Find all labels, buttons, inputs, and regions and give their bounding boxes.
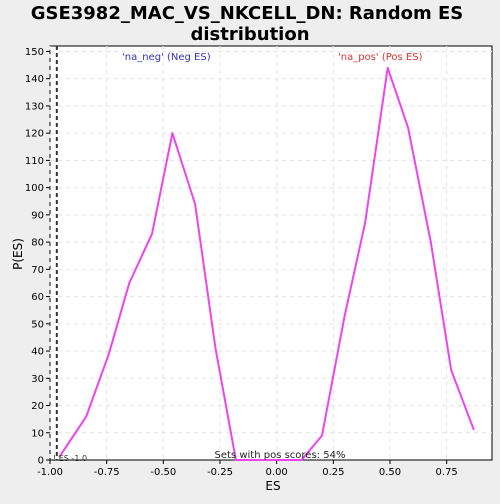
chart-title-line-2: distribution xyxy=(190,24,309,45)
pos-es-label: 'na_pos' (Pos ES) xyxy=(338,52,423,63)
y-tick-label: 150 xyxy=(25,47,44,58)
y-tick-label: 0 xyxy=(38,456,44,467)
x-axis-label: ES xyxy=(265,479,280,493)
x-tick-label: -0.75 xyxy=(94,467,120,478)
series-group xyxy=(58,66,475,461)
x-tick-label: 0.00 xyxy=(266,467,288,478)
y-tick-label: 80 xyxy=(31,238,44,249)
y-tick-label: 90 xyxy=(31,210,44,221)
neg-es-label: 'na_neg' (Neg ES) xyxy=(122,52,211,63)
x-tick-label: 0.75 xyxy=(436,467,458,478)
y-tick-label: 100 xyxy=(25,183,44,194)
y-tick-label: 40 xyxy=(31,347,44,358)
es-series-line xyxy=(58,66,475,461)
y-axis-label: P(ES) xyxy=(11,238,25,270)
y-tick-label: 10 xyxy=(31,428,44,439)
y-tick-label: 30 xyxy=(31,374,44,385)
y-tick-label: 70 xyxy=(31,265,44,276)
y-tick-label: 130 xyxy=(25,101,44,112)
y-tick-label: 120 xyxy=(25,129,44,140)
x-tick-label: 0.50 xyxy=(379,467,401,478)
y-tick-label: 50 xyxy=(31,319,44,330)
y-tick-label: 140 xyxy=(25,74,44,85)
x-tick-label: -0.50 xyxy=(150,467,176,478)
chart-title-line-1: GSE3982_MAC_VS_NKCELL_DN: Random ES xyxy=(31,3,464,24)
plot-area xyxy=(49,45,493,461)
reference-line-label: ! ES -1.0 xyxy=(53,454,87,463)
y-tick-label: 20 xyxy=(31,401,44,412)
pos-scores-footer: Sets with pos scores: 54% xyxy=(215,450,346,461)
y-tick-label: 60 xyxy=(31,292,44,303)
x-tick-label: -0.25 xyxy=(207,467,233,478)
axes: 0 10 20 30 40 50 60 70 80 90 100 110 120 130 140 150 -1.… xyxy=(25,47,458,478)
x-tick-label: -1.00 xyxy=(37,467,63,478)
x-tick-label: 0.25 xyxy=(322,467,344,478)
grid xyxy=(49,46,492,460)
y-tick-label: 110 xyxy=(25,156,44,167)
